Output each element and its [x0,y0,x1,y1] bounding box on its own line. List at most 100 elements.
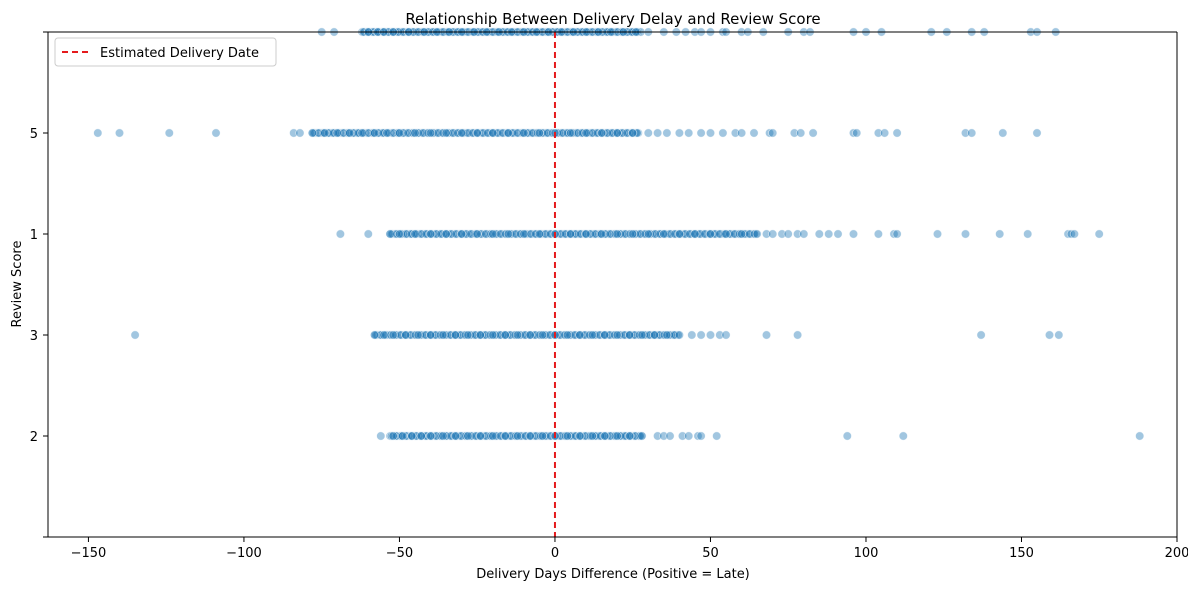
data-point [799,229,809,239]
data-point [457,229,467,239]
data-point [848,128,858,138]
data-point [630,229,640,239]
data-point [653,431,663,441]
data-point [541,431,551,441]
data-point [332,128,342,138]
y-tick-label: 5 [30,127,38,142]
data-point [435,330,445,340]
data-point [93,128,103,138]
data-point [513,330,523,340]
data-point [765,128,775,138]
data-point [476,229,486,239]
data-point [506,229,516,239]
data-point [721,229,731,239]
data-point [725,229,735,239]
data-point [605,330,615,340]
data-point [655,229,665,239]
data-point [967,128,977,138]
data-point [565,330,575,340]
data-point [513,128,523,138]
data-point [685,229,695,239]
data-point [164,128,174,138]
data-point [570,229,580,239]
data-point [674,128,684,138]
data-point [607,128,617,138]
data-point [643,128,653,138]
data-point [413,330,423,340]
data-point [565,128,575,138]
data-point [488,431,498,441]
data-point [696,330,706,340]
data-point [715,229,725,239]
data-point [750,229,760,239]
data-point [520,330,530,340]
data-point [115,128,125,138]
x-tick-label: −100 [226,546,262,561]
data-point [373,128,383,138]
data-point [531,229,541,239]
data-point [441,128,451,138]
data-point [488,330,498,340]
data-point [540,330,550,340]
x-tick-label: 50 [702,546,719,561]
data-point [445,330,455,340]
data-point [577,128,587,138]
data-point [443,128,453,138]
data-point [643,229,653,239]
data-point [461,431,471,441]
data-point [505,330,515,340]
data-point [892,128,902,138]
data-point [644,330,654,340]
data-point [450,330,460,340]
data-point [735,229,745,239]
data-point [534,128,544,138]
data-point [610,330,620,340]
data-point [793,229,803,239]
data-point [615,431,625,441]
data-point [496,229,506,239]
data-point [413,128,423,138]
data-point [501,229,511,239]
data-point [597,128,607,138]
data-point [394,229,404,239]
data-point [401,229,411,239]
data-point [659,330,669,340]
data-point [674,229,684,239]
data-point [721,330,731,340]
data-point [669,330,679,340]
data-point [525,330,535,340]
data-point [880,128,890,138]
data-point [737,229,747,239]
data-point [314,128,324,138]
data-point [438,431,448,441]
data-point [391,229,401,239]
data-point [662,128,672,138]
data-point [1135,431,1145,441]
data-point [653,128,663,138]
data-point [777,229,787,239]
data-point [421,330,431,340]
data-point [761,229,771,239]
data-point [768,229,778,239]
x-tick-label: 100 [854,546,879,561]
data-point [873,229,883,239]
data-point [335,229,345,239]
data-point [960,229,970,239]
data-point [637,431,647,441]
data-point [441,229,451,239]
data-point [712,431,722,441]
data-point [486,431,496,441]
data-point [491,431,501,441]
data-point [976,330,986,340]
data-point [998,128,1008,138]
data-point [587,431,597,441]
data-point [382,128,392,138]
data-point [625,330,635,340]
data-point [696,431,706,441]
data-point [715,330,725,340]
data-point [587,330,597,340]
data-point [695,229,705,239]
data-point [503,229,513,239]
data-point [376,431,386,441]
